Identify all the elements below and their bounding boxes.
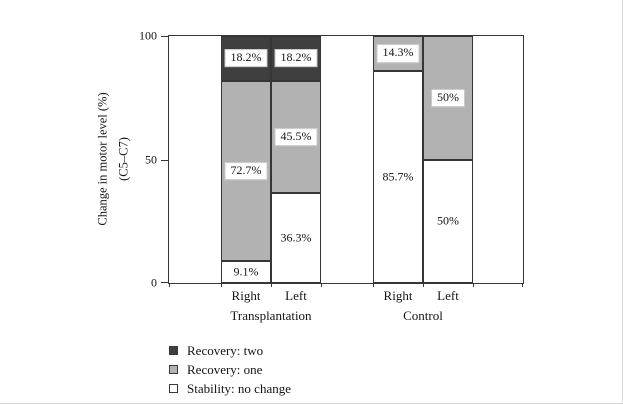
segment-label: 85.7% — [382, 169, 414, 184]
x-tick-mark — [423, 283, 424, 287]
legend-item: Stability: no change — [169, 379, 291, 398]
legend-swatch-icon — [169, 365, 178, 374]
legend-item: Recovery: two — [169, 341, 291, 360]
bar-segment — [423, 159, 473, 283]
segment-label: 18.2% — [224, 49, 268, 68]
x-tick-mark — [522, 283, 523, 287]
x-tick-mark — [169, 283, 170, 287]
x-tick-mark — [321, 283, 322, 287]
segment-label: 9.1% — [233, 264, 259, 279]
bar-segment — [373, 71, 423, 283]
group-label: Control — [403, 308, 443, 323]
bar-segment — [221, 260, 271, 283]
y-tick-label: 0 — [151, 275, 157, 290]
x-tick-mark — [221, 283, 222, 287]
segment-label: 36.3% — [280, 230, 312, 245]
legend-swatch-icon — [169, 384, 178, 393]
y-axis-title-line1: Change in motor level (%) — [95, 92, 110, 226]
plot-area: 9.1% 72.7% 18.2% Right 36.3% 45.5% 18.2% Left Tr… — [139, 29, 524, 323]
x-tick-mark — [373, 283, 374, 287]
bar-segment — [271, 193, 321, 283]
y-axis-title: Change in motor level (%) (C5–C7) — [92, 92, 133, 225]
segment-label: 14.3% — [376, 44, 420, 63]
segment-label: 45.5% — [274, 128, 318, 147]
segment-label: 50% — [437, 213, 459, 228]
chart-legend: Recovery: two Recovery: one Stability: no … — [169, 341, 291, 398]
group-label: Transplantation — [230, 308, 312, 323]
bar-control-left: 50% 50% — [423, 36, 473, 283]
x-tick-label: Right — [383, 288, 413, 303]
legend-label: Stability: no change — [187, 380, 291, 396]
y-tick-mark — [161, 160, 168, 161]
segment-label: 18.2% — [274, 49, 318, 68]
bar-transplantation-right: 9.1% 72.7% 18.2% — [221, 36, 271, 283]
legend-label: Recovery: one — [187, 361, 263, 377]
bar-transplantation-left: 36.3% 45.5% 18.2% — [271, 36, 321, 283]
y-tick-mark — [161, 282, 168, 283]
legend-label: Recovery: two — [187, 342, 264, 358]
segment-label: 50% — [431, 88, 465, 107]
legend-swatch-icon — [169, 346, 178, 355]
x-tick-mark — [271, 283, 272, 287]
x-tick-mark — [473, 283, 474, 287]
y-tick-label: 50 — [145, 152, 157, 166]
y-tick-label: 100 — [139, 28, 157, 43]
legend-item: Recovery: one — [169, 360, 291, 379]
x-tick-label: Left — [285, 288, 307, 303]
x-tick-label: Right — [231, 288, 261, 303]
bar-control-right: 85.7% 14.3% — [373, 36, 423, 283]
y-tick-mark — [161, 36, 168, 37]
segment-label: 72.7% — [224, 161, 268, 180]
x-tick-label: Left — [437, 288, 459, 303]
y-axis-title-line2: (C5–C7) — [116, 137, 130, 181]
